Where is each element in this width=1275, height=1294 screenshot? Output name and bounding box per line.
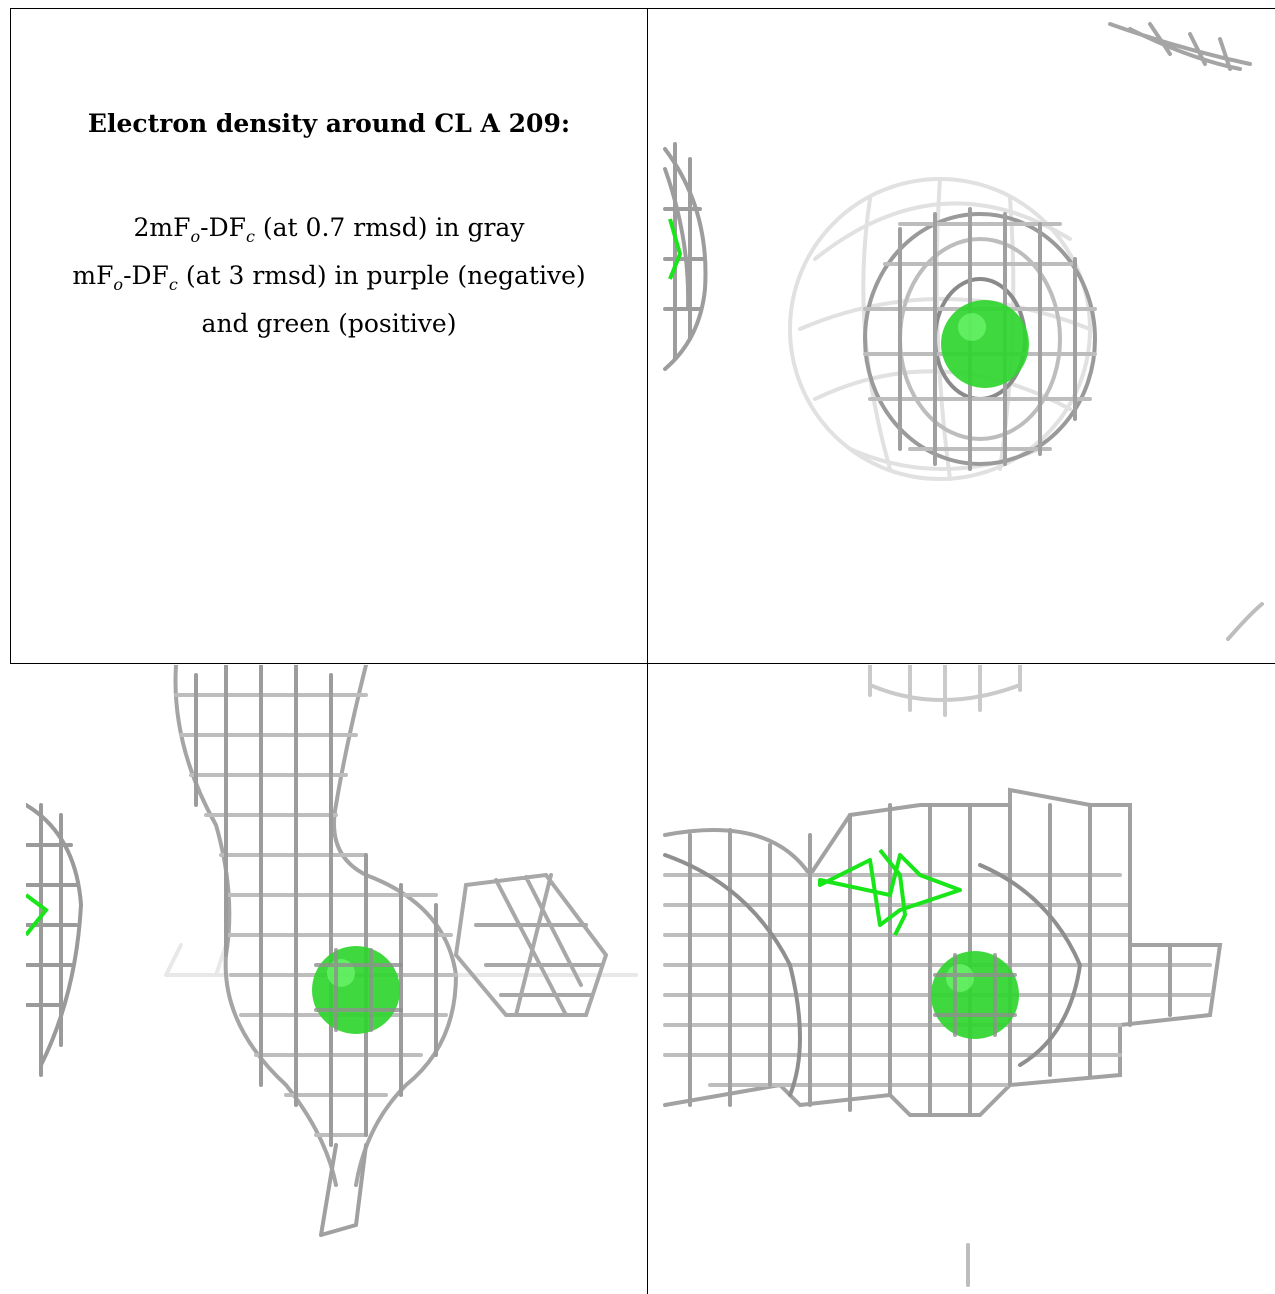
figure-frame: Electron density around CL A 209: 2mFo-D… — [10, 8, 1275, 1294]
density-view-top-right — [650, 9, 1275, 663]
density-view-bottom-left — [26, 665, 647, 1294]
caption-title: Electron density around CL A 209: — [87, 109, 571, 138]
chloride-atom-bottom-right — [931, 951, 1019, 1039]
caption-panel: Electron density around CL A 209: 2mFo-D… — [11, 9, 647, 663]
mesh-render-top-right — [663, 22, 1264, 641]
mesh-render-bottom-left — [26, 665, 638, 1237]
left-border — [10, 8, 11, 664]
caption-line-3: and green (positive) — [201, 309, 457, 338]
chloride-atom-top-right — [941, 300, 1029, 388]
middle-divider — [10, 663, 1275, 664]
caption-line-1: 2mFo-DFc (at 0.7 rmsd) in gray — [133, 213, 525, 246]
mesh-render-bottom-right — [663, 665, 1223, 1287]
caption-line-2: mFo-DFc (at 3 rmsd) in purple (negative) — [72, 261, 586, 294]
density-view-bottom-right — [650, 665, 1275, 1294]
top-border — [10, 8, 1275, 9]
chloride-atom-bottom-left — [312, 946, 400, 1034]
center-divider — [647, 8, 648, 1294]
